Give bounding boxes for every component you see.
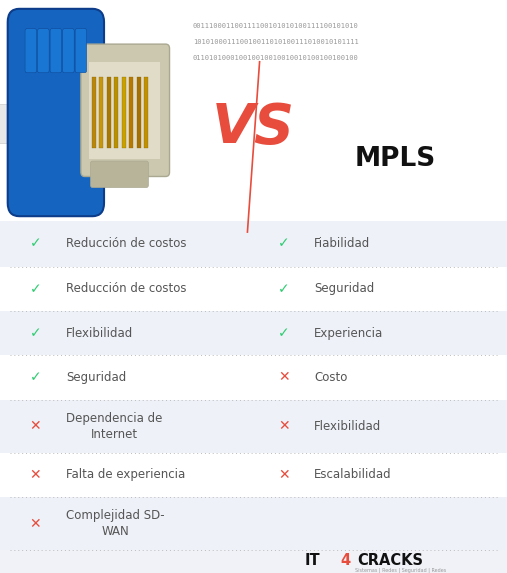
FancyBboxPatch shape [0, 497, 507, 550]
FancyBboxPatch shape [0, 266, 507, 311]
Text: 4: 4 [341, 553, 351, 568]
FancyBboxPatch shape [63, 29, 74, 73]
Text: 011010100010010010010010010100100100100: 011010100010010010010010010100100100100 [193, 55, 358, 61]
FancyBboxPatch shape [0, 400, 507, 453]
Text: 001110001100111100101010100111100101010: 001110001100111100101010100111100101010 [193, 23, 358, 29]
Text: ✓: ✓ [30, 371, 41, 384]
Text: Seguridad: Seguridad [314, 282, 375, 295]
Text: Costo: Costo [314, 371, 348, 384]
Text: ✓: ✓ [30, 237, 41, 250]
Text: MPLS: MPLS [355, 146, 436, 172]
Text: ✓: ✓ [30, 282, 41, 296]
Text: Sistemas | Redes | Seguridad | Redes: Sistemas | Redes | Seguridad | Redes [355, 568, 446, 573]
Text: ✓: ✓ [278, 326, 289, 340]
FancyBboxPatch shape [0, 311, 507, 355]
Bar [91, 77, 96, 148]
Text: SDWAN: SDWAN [56, 146, 167, 172]
Text: 101010001110010011010100111010010101111: 101010001110010011010100111010010101111 [193, 39, 358, 45]
Text: ✕: ✕ [278, 468, 289, 482]
Text: Dependencia de
Internet: Dependencia de Internet [66, 411, 162, 441]
Text: CRACKS: CRACKS [357, 553, 423, 568]
Bar [129, 77, 133, 148]
Text: ✓: ✓ [278, 282, 289, 296]
Text: ✕: ✕ [30, 517, 41, 531]
Text: Experiencia: Experiencia [314, 327, 384, 340]
Text: ✕: ✕ [30, 468, 41, 482]
Bar [99, 77, 103, 148]
FancyBboxPatch shape [0, 221, 507, 266]
FancyBboxPatch shape [50, 29, 62, 73]
Text: Escalabilidad: Escalabilidad [314, 468, 392, 481]
FancyBboxPatch shape [0, 355, 507, 400]
FancyBboxPatch shape [8, 9, 104, 216]
Text: Reducción de costos: Reducción de costos [66, 282, 187, 295]
Bar [0, 104, 39, 143]
FancyBboxPatch shape [0, 453, 507, 497]
Bar [136, 77, 141, 148]
FancyBboxPatch shape [89, 62, 160, 159]
Text: Flexibilidad: Flexibilidad [314, 419, 382, 433]
FancyBboxPatch shape [25, 29, 37, 73]
FancyBboxPatch shape [0, 0, 507, 221]
Text: ✕: ✕ [278, 371, 289, 384]
Text: Complejidad SD-
WAN: Complejidad SD- WAN [66, 509, 165, 538]
FancyBboxPatch shape [81, 44, 169, 176]
FancyBboxPatch shape [38, 29, 49, 73]
Text: Flexibilidad: Flexibilidad [66, 327, 133, 340]
Bar [144, 77, 149, 148]
Text: ✓: ✓ [278, 237, 289, 250]
Text: Fiabilidad: Fiabilidad [314, 237, 371, 250]
Bar [106, 77, 111, 148]
Bar [114, 77, 118, 148]
FancyBboxPatch shape [91, 161, 149, 187]
Text: Seguridad: Seguridad [66, 371, 126, 384]
Text: ✕: ✕ [278, 419, 289, 433]
Text: Reducción de costos: Reducción de costos [66, 237, 187, 250]
Text: IT: IT [304, 553, 320, 568]
Text: VS: VS [212, 101, 295, 155]
Text: Falta de experiencia: Falta de experiencia [66, 468, 185, 481]
Bar [122, 77, 126, 148]
Text: ✓: ✓ [30, 326, 41, 340]
Text: ✕: ✕ [30, 419, 41, 433]
FancyBboxPatch shape [75, 29, 87, 73]
